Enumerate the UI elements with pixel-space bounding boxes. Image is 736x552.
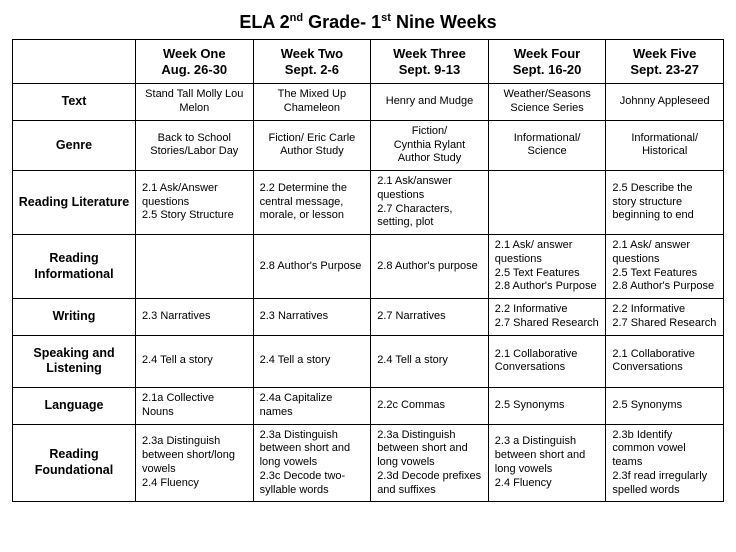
cell: 2.2 Informative 2.7 Shared Research xyxy=(606,299,724,336)
cell: Fiction/ Eric Carle Author Study xyxy=(253,120,371,170)
table-row: GenreBack to School Stories/Labor DayFic… xyxy=(13,120,724,170)
cell: Back to School Stories/Labor Day xyxy=(136,120,254,170)
col-name: Week Four xyxy=(514,46,580,61)
col-week-two: Week Two Sept. 2-6 xyxy=(253,40,371,84)
cell: 2.2 Determine the central message, moral… xyxy=(253,171,371,235)
cell: 2.1 Ask/answer questions 2.7 Characters,… xyxy=(371,171,489,235)
cell: 2.4 Tell a story xyxy=(136,335,254,387)
cell: 2.8 Author's Purpose xyxy=(253,235,371,299)
cell xyxy=(136,235,254,299)
table-row: Reading Literature2.1 Ask/Answer questio… xyxy=(13,171,724,235)
header-row: Week One Aug. 26-30 Week Two Sept. 2-6 W… xyxy=(13,40,724,84)
col-dates: Sept. 16-20 xyxy=(513,62,582,77)
row-label: Writing xyxy=(13,299,136,336)
row-label: Text xyxy=(13,84,136,121)
title-sup-nd: nd xyxy=(290,12,303,24)
cell: 2.2c Commas xyxy=(371,387,489,424)
cell: Informational/ Science xyxy=(488,120,606,170)
table-row: Reading Foundational2.3a Distinguish bet… xyxy=(13,424,724,502)
col-dates: Sept. 2-6 xyxy=(285,62,339,77)
cell: 2.7 Narratives xyxy=(371,299,489,336)
row-label: Reading Foundational xyxy=(13,424,136,502)
cell: 2.4a Capitalize names xyxy=(253,387,371,424)
row-label: Language xyxy=(13,387,136,424)
cell: 2.3 Narratives xyxy=(136,299,254,336)
title-part-a: ELA 2 xyxy=(239,12,289,32)
row-label: Reading Informational xyxy=(13,235,136,299)
curriculum-table: Week One Aug. 26-30 Week Two Sept. 2-6 W… xyxy=(12,39,724,502)
cell: Informational/ Historical xyxy=(606,120,724,170)
row-label: Reading Literature xyxy=(13,171,136,235)
table-body: TextStand Tall Molly Lou MelonThe Mixed … xyxy=(13,84,724,502)
cell: The Mixed Up Chameleon xyxy=(253,84,371,121)
title-part-c: Grade- 1 xyxy=(303,12,381,32)
cell: Stand Tall Molly Lou Melon xyxy=(136,84,254,121)
page-title: ELA 2nd Grade- 1st Nine Weeks xyxy=(12,12,724,33)
row-label: Genre xyxy=(13,120,136,170)
cell: 2.5 Synonyms xyxy=(606,387,724,424)
col-week-five: Week Five Sept. 23-27 xyxy=(606,40,724,84)
cell: Weather/Seasons Science Series xyxy=(488,84,606,121)
cell: Johnny Appleseed xyxy=(606,84,724,121)
cell: 2.3a Distinguish between short/long vowe… xyxy=(136,424,254,502)
cell: 2.1 Ask/Answer questions 2.5 Story Struc… xyxy=(136,171,254,235)
cell: 2.1 Collaborative Conversations xyxy=(488,335,606,387)
cell: 2.5 Synonyms xyxy=(488,387,606,424)
cell: 2.3a Distinguish between short and long … xyxy=(253,424,371,502)
cell xyxy=(488,171,606,235)
col-name: Week Three xyxy=(393,46,466,61)
cell: 2.4 Tell a story xyxy=(253,335,371,387)
table-row: Speaking and Listening2.4 Tell a story2.… xyxy=(13,335,724,387)
cell: Fiction/ Cynthia Rylant Author Study xyxy=(371,120,489,170)
cell: 2.1 Ask/ answer questions 2.5 Text Featu… xyxy=(606,235,724,299)
cell: 2.5 Describe the story structure beginni… xyxy=(606,171,724,235)
col-week-one: Week One Aug. 26-30 xyxy=(136,40,254,84)
col-week-three: Week Three Sept. 9-13 xyxy=(371,40,489,84)
cell: 2.2 Informative 2.7 Shared Research xyxy=(488,299,606,336)
cell: 2.1a Collective Nouns xyxy=(136,387,254,424)
cell: 2.1 Ask/ answer questions 2.5 Text Featu… xyxy=(488,235,606,299)
corner-cell xyxy=(13,40,136,84)
table-row: Writing2.3 Narratives2.3 Narratives2.7 N… xyxy=(13,299,724,336)
cell: 2.3 a Distinguish between short and long… xyxy=(488,424,606,502)
cell: 2.8 Author's purpose xyxy=(371,235,489,299)
cell: Henry and Mudge xyxy=(371,84,489,121)
title-part-e: Nine Weeks xyxy=(391,12,497,32)
col-name: Week One xyxy=(163,46,226,61)
cell: 2.3 Narratives xyxy=(253,299,371,336)
title-sup-st: st xyxy=(381,12,391,24)
table-row: TextStand Tall Molly Lou MelonThe Mixed … xyxy=(13,84,724,121)
cell: 2.3b Identify common vowel teams 2.3f re… xyxy=(606,424,724,502)
cell: 2.4 Tell a story xyxy=(371,335,489,387)
table-row: Reading Informational 2.8 Author's Purpos… xyxy=(13,235,724,299)
cell: 2.1 Collaborative Conversations xyxy=(606,335,724,387)
col-dates: Sept. 23-27 xyxy=(630,62,699,77)
row-label: Speaking and Listening xyxy=(13,335,136,387)
col-name: Week Five xyxy=(633,46,696,61)
col-name: Week Two xyxy=(281,46,343,61)
col-dates: Sept. 9-13 xyxy=(399,62,460,77)
col-dates: Aug. 26-30 xyxy=(161,62,227,77)
cell: 2.3a Distinguish between short and long … xyxy=(371,424,489,502)
table-row: Language2.1a Collective Nouns2.4a Capita… xyxy=(13,387,724,424)
col-week-four: Week Four Sept. 16-20 xyxy=(488,40,606,84)
